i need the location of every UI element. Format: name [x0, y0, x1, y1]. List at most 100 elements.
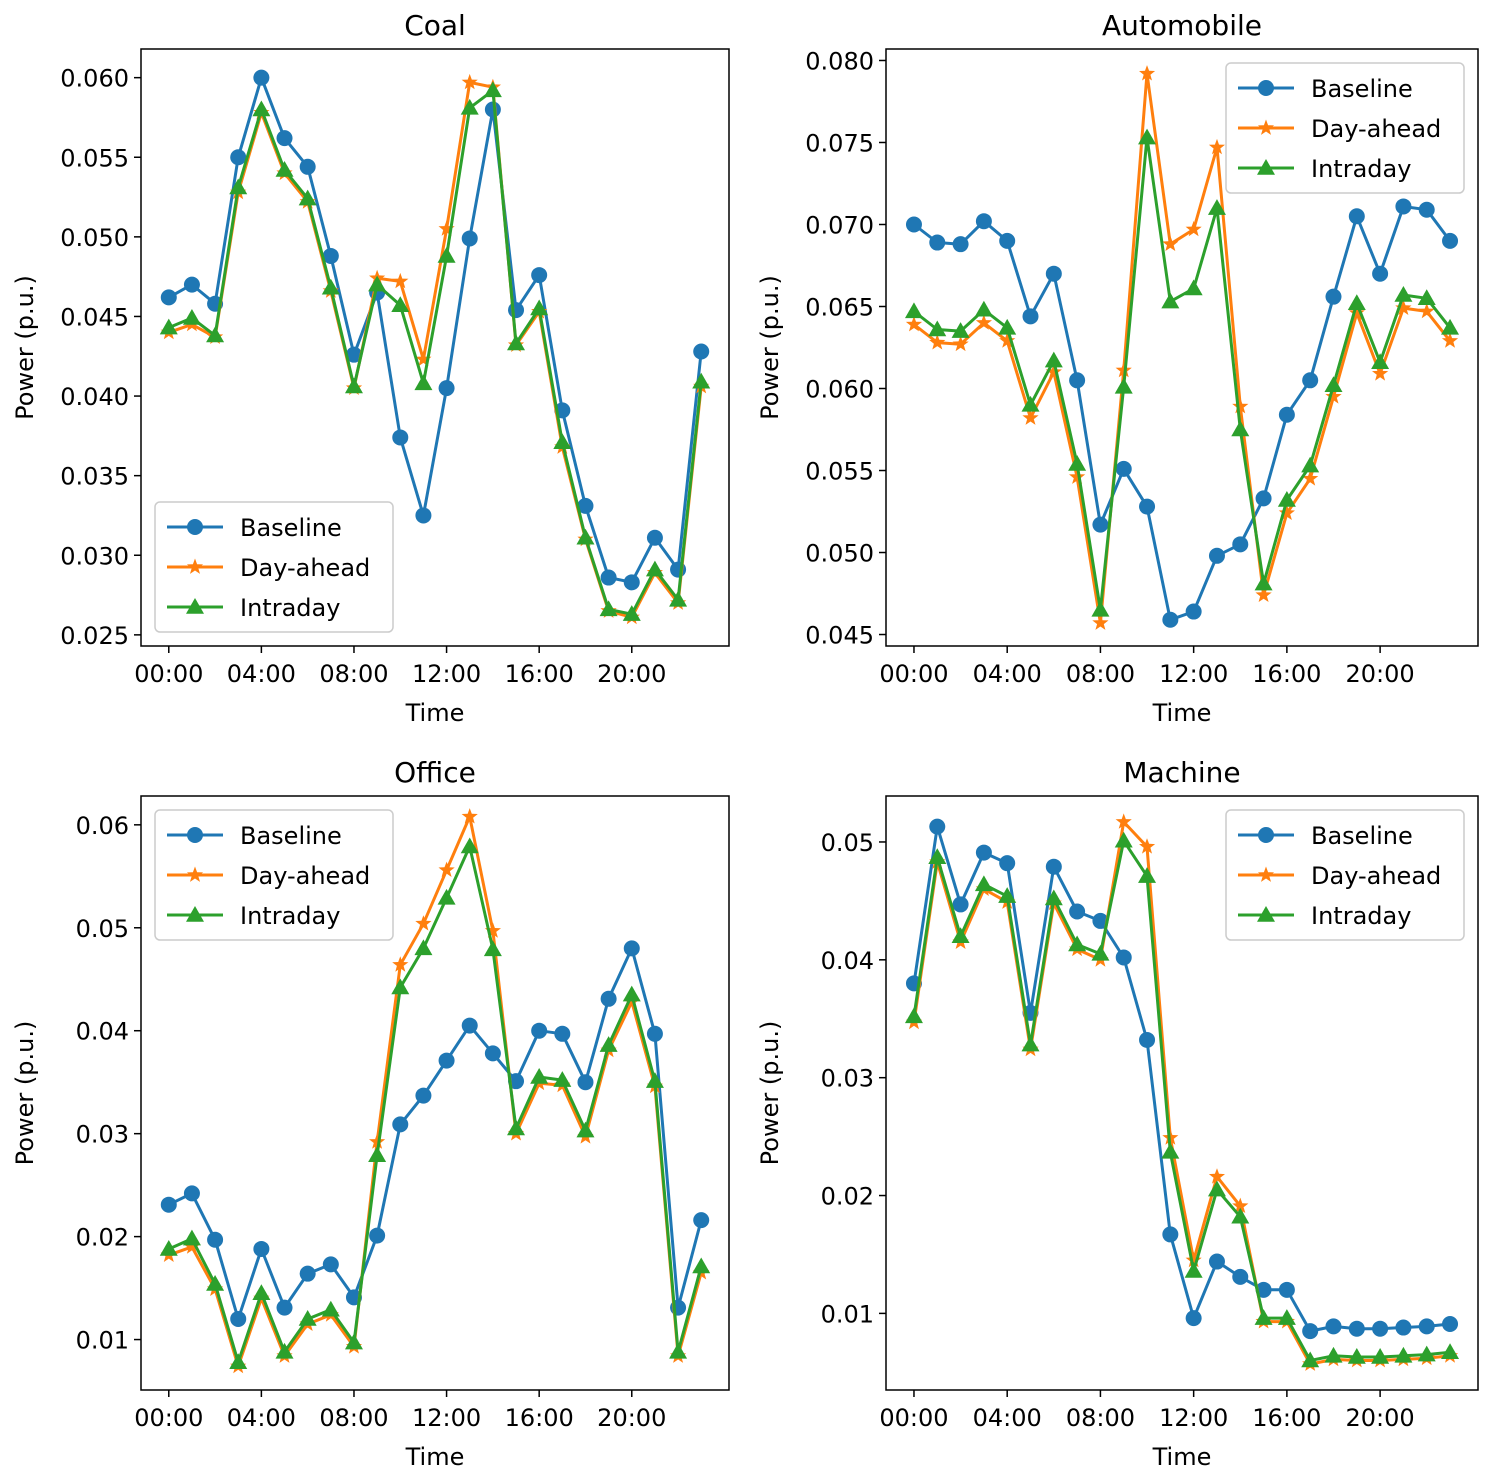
point-coal-intraday-14 — [483, 81, 502, 98]
legend-label-machine-day-ahead: Day-ahead — [1311, 862, 1441, 890]
point-automobile-intraday-14 — [1231, 420, 1250, 437]
point-office-baseline-11 — [415, 1087, 432, 1104]
legend-marker-coal-day-ahead — [186, 558, 204, 574]
y-tick-label-machine-4: 0.05 — [821, 829, 874, 857]
point-automobile-baseline-12 — [1185, 603, 1202, 620]
legend-label-coal-baseline: Baseline — [240, 514, 342, 542]
point-office-intraday-5 — [275, 1342, 294, 1359]
legend-label-machine-intraday: Intraday — [1311, 902, 1411, 930]
point-machine-baseline-20 — [1372, 1320, 1389, 1337]
point-coal-intraday-18 — [576, 528, 595, 545]
plot-frame-automobile — [885, 48, 1479, 647]
point-automobile-day-ahead-9 — [1115, 362, 1132, 378]
point-automobile-baseline-19 — [1348, 208, 1365, 225]
y-axis-label-office: Power (p.u.) — [11, 1021, 39, 1166]
point-coal-baseline-3 — [230, 149, 247, 166]
y-tick-label-machine-1: 0.02 — [821, 1183, 874, 1211]
point-machine-baseline-16 — [1278, 1281, 1295, 1298]
point-automobile-intraday-9 — [1114, 377, 1133, 394]
point-machine-intraday-0 — [904, 1007, 923, 1024]
legend-marker-machine-intraday — [1257, 906, 1275, 922]
point-automobile-day-ahead-17 — [1302, 470, 1319, 486]
y-tick-label-coal-3: 0.040 — [60, 383, 129, 411]
y-tick-label-office-4: 0.05 — [76, 915, 129, 943]
y-tick-label-automobile-1: 0.050 — [805, 540, 874, 568]
point-office-intraday-18 — [576, 1121, 595, 1138]
point-coal-baseline-21 — [646, 529, 663, 546]
x-tick-label-automobile-0: 00:00 — [879, 660, 948, 688]
point-office-baseline-10 — [392, 1116, 409, 1133]
x-axis-label-machine: Time — [1152, 1443, 1212, 1471]
point-office-day-ahead-11 — [415, 915, 432, 931]
point-machine-baseline-9 — [1115, 949, 1132, 966]
point-office-baseline-12 — [438, 1052, 455, 1069]
point-office-day-ahead-9 — [369, 1133, 386, 1149]
point-machine-intraday-15 — [1254, 1309, 1273, 1325]
point-automobile-intraday-2 — [951, 322, 970, 338]
legend-box-machine — [1225, 809, 1465, 941]
point-machine-baseline-7 — [1069, 903, 1086, 920]
point-automobile-baseline-0 — [905, 216, 922, 233]
point-coal-intraday-7 — [321, 278, 340, 295]
legend-marker-automobile-day-ahead — [1257, 119, 1275, 135]
point-office-intraday-21 — [645, 1072, 664, 1088]
point-automobile-day-ahead-3 — [975, 314, 992, 330]
point-automobile-intraday-20 — [1371, 353, 1390, 370]
point-machine-baseline-19 — [1348, 1320, 1365, 1337]
point-automobile-intraday-10 — [1138, 128, 1157, 145]
point-machine-intraday-3 — [974, 875, 993, 892]
x-tick-label-machine-4: 16:00 — [1252, 1404, 1321, 1432]
point-office-baseline-17 — [554, 1025, 571, 1042]
point-machine-baseline-3 — [975, 844, 992, 861]
point-automobile-baseline-3 — [975, 213, 992, 230]
legend-label-coal-day-ahead: Day-ahead — [240, 554, 370, 582]
y-tick-label-machine-3: 0.04 — [821, 947, 874, 975]
point-office-intraday-14 — [483, 940, 502, 957]
point-automobile-baseline-13 — [1208, 547, 1225, 564]
x-tick-label-automobile-5: 20:00 — [1346, 660, 1415, 688]
point-machine-day-ahead-9 — [1115, 813, 1132, 829]
y-tick-label-machine-0: 0.01 — [821, 1300, 874, 1328]
point-coal-baseline-18 — [577, 497, 594, 514]
point-office-baseline-23 — [693, 1212, 710, 1229]
point-automobile-day-ahead-18 — [1325, 388, 1342, 404]
chart-title-automobile: Automobile — [1102, 9, 1262, 42]
point-automobile-baseline-14 — [1232, 536, 1249, 553]
point-machine-intraday-8 — [1091, 944, 1110, 961]
point-automobile-intraday-16 — [1277, 491, 1296, 507]
point-automobile-baseline-9 — [1115, 460, 1132, 477]
point-automobile-intraday-22 — [1417, 289, 1436, 306]
point-office-baseline-21 — [646, 1025, 663, 1042]
point-office-baseline-9 — [369, 1227, 386, 1244]
point-coal-intraday-2 — [206, 326, 225, 343]
point-machine-day-ahead-10 — [1139, 838, 1156, 854]
point-office-intraday-17 — [553, 1071, 572, 1087]
point-automobile-baseline-20 — [1372, 265, 1389, 282]
y-tick-label-automobile-6: 0.075 — [805, 129, 874, 157]
point-automobile-day-ahead-8 — [1092, 614, 1109, 630]
chart-automobile: Automobile 0.045 0.050 0.055 0.060 0.065 0.070… — [756, 9, 1479, 727]
point-office-intraday-19 — [599, 1036, 618, 1052]
point-automobile-intraday-12 — [1184, 279, 1203, 296]
point-office-intraday-9 — [368, 1146, 387, 1163]
point-machine-intraday-9 — [1114, 831, 1133, 848]
legend-office: Baseline Day-ahead Intraday — [154, 809, 394, 941]
point-coal-intraday-5 — [275, 160, 294, 177]
point-automobile-baseline-10 — [1139, 498, 1156, 515]
point-automobile-day-ahead-2 — [952, 335, 969, 352]
point-coal-baseline-12 — [438, 380, 455, 397]
point-automobile-intraday-19 — [1347, 294, 1366, 310]
x-tick-label-machine-3: 12:00 — [1159, 1404, 1228, 1432]
point-machine-baseline-4 — [999, 855, 1016, 872]
point-automobile-intraday-21 — [1394, 286, 1413, 302]
legend-label-automobile-baseline: Baseline — [1311, 75, 1413, 103]
point-office-baseline-18 — [577, 1074, 594, 1091]
point-automobile-day-ahead-16 — [1278, 504, 1295, 520]
point-machine-intraday-2 — [951, 927, 970, 943]
point-office-baseline-16 — [531, 1022, 548, 1039]
x-axis-label-office: Time — [405, 1443, 465, 1471]
point-coal-intraday-15 — [507, 334, 526, 351]
point-automobile-day-ahead-7 — [1069, 468, 1086, 484]
point-machine-intraday-6 — [1044, 889, 1063, 906]
point-office-baseline-1 — [183, 1185, 200, 1202]
